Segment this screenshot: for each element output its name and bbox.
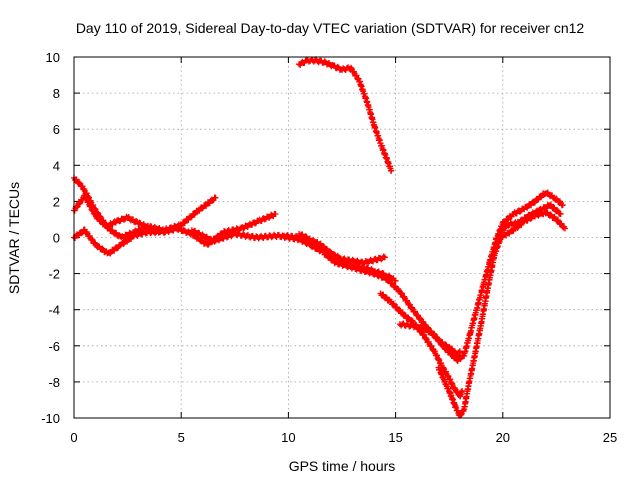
plot-frame (73, 56, 611, 419)
y-tick-label: -4 (48, 303, 60, 318)
series-markers (495, 201, 564, 238)
series-markers (377, 290, 466, 400)
y-tick-label: -2 (48, 267, 60, 282)
series-track-c (71, 226, 163, 257)
y-tick-label: -10 (41, 411, 60, 426)
y-tick-label: 10 (46, 50, 60, 65)
y-tick-labels: -10 -8 -6 -4 -2 0 2 4 6 8 10 (41, 50, 60, 426)
y-axis-title: SDTVAR / TECUs (6, 182, 22, 294)
series-markers (71, 192, 279, 248)
series-track-h (396, 189, 566, 365)
x-tick-label: 25 (603, 430, 617, 445)
x-tick-label: 5 (178, 430, 185, 445)
x-tick-label: 20 (496, 430, 510, 445)
series-markers (396, 189, 566, 365)
y-tick-label: -8 (48, 375, 60, 390)
chart-title: Day 110 of 2019, Sidereal Day-to-day VTE… (76, 20, 585, 36)
y-tick-label: 8 (53, 86, 60, 101)
series-track-f (296, 230, 399, 284)
x-axis-title: GPS time / hours (289, 458, 396, 474)
series-markers (296, 56, 395, 174)
series-markers (296, 230, 399, 284)
x-tick-labels: 0 5 10 15 20 25 (70, 430, 617, 445)
series-track-g (377, 290, 466, 400)
x-tick-label: 10 (281, 430, 295, 445)
y-tick-label: -6 (48, 339, 60, 354)
y-tick-label: 0 (53, 231, 60, 246)
y-tick-label: 2 (53, 194, 60, 209)
y-tick-label: 6 (53, 122, 60, 137)
y-tick-label: 4 (53, 158, 60, 173)
x-tick-label: 0 (70, 430, 77, 445)
series-track-j (495, 201, 564, 238)
series-track-k (296, 56, 395, 174)
data-series (71, 56, 568, 419)
series-markers (71, 226, 163, 257)
series-track-b (71, 192, 279, 248)
gridlines (74, 57, 610, 418)
x-tick-label: 15 (388, 430, 402, 445)
